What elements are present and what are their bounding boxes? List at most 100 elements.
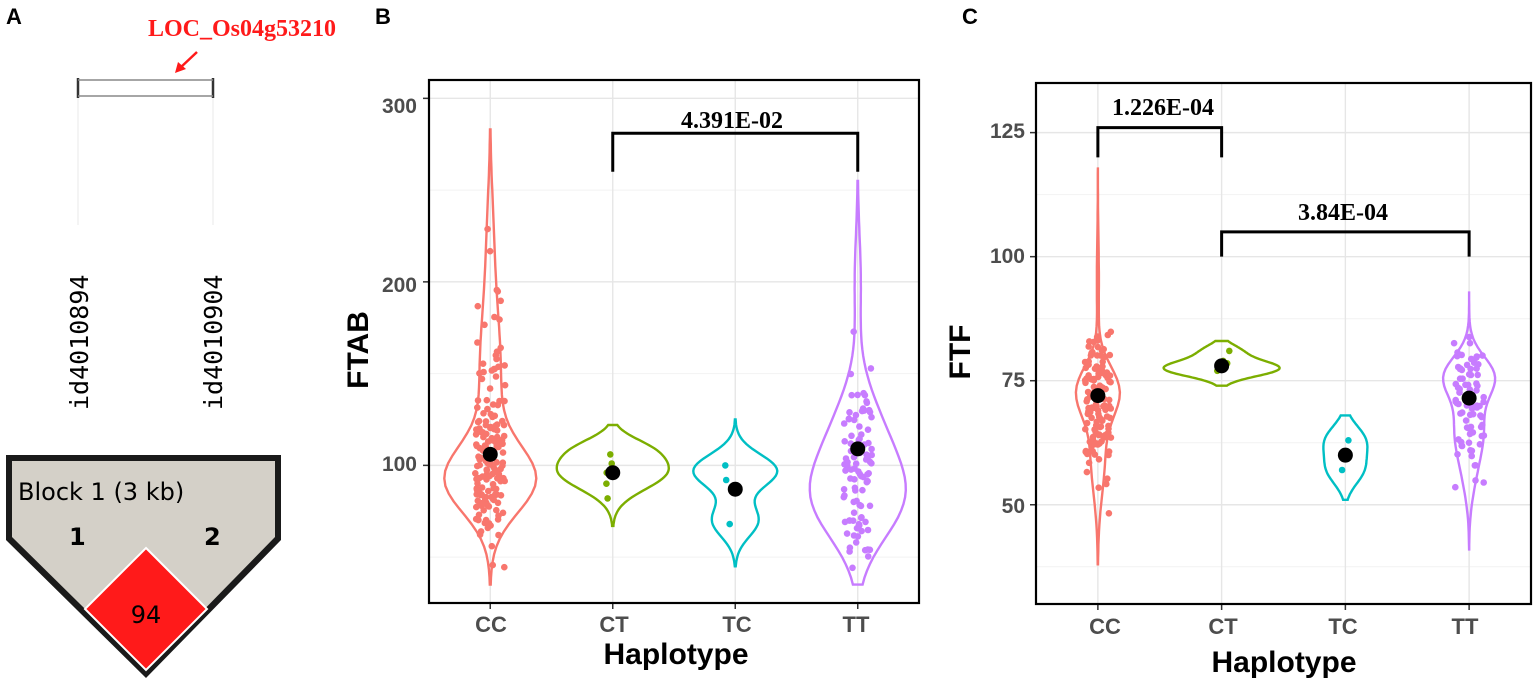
data-point-cc bbox=[484, 524, 492, 532]
data-point-cc bbox=[474, 302, 482, 310]
data-point-tt bbox=[868, 413, 875, 421]
x-tick-c-tt: TT bbox=[1452, 614, 1479, 639]
data-point-tt bbox=[856, 423, 863, 430]
data-point-tt bbox=[1468, 452, 1475, 460]
y-tick-c-75: 75 bbox=[1002, 369, 1026, 392]
data-point-tc bbox=[1338, 466, 1346, 474]
data-point-cc bbox=[1106, 372, 1114, 379]
violin-tt bbox=[808, 179, 908, 586]
data-point-cc bbox=[477, 491, 484, 499]
plot-frame bbox=[1034, 81, 1533, 606]
data-point-cc bbox=[1093, 403, 1100, 410]
data-point-tt bbox=[852, 539, 860, 546]
mean-point-cc bbox=[482, 446, 498, 462]
data-point-tt bbox=[865, 406, 873, 414]
data-point-cc bbox=[1091, 365, 1099, 373]
data-point-ct bbox=[607, 451, 614, 458]
data-point-tt bbox=[847, 466, 855, 473]
data-point-tt bbox=[1452, 380, 1460, 388]
violin-outline-tt bbox=[1441, 291, 1497, 551]
data-point-tt bbox=[1480, 393, 1487, 401]
y-axis-title-c: FTF bbox=[944, 325, 977, 380]
data-point-cc bbox=[485, 487, 492, 495]
data-point-tt bbox=[858, 527, 865, 535]
significance-label-b-ct-tt: 4.391E-02 bbox=[681, 108, 783, 134]
data-point-tt bbox=[842, 467, 849, 474]
data-point-cc bbox=[497, 344, 505, 352]
data-point-tt bbox=[1480, 398, 1487, 406]
gene-label: LOC_Os04g53210 bbox=[148, 16, 336, 42]
data-point-tt bbox=[849, 564, 856, 572]
data-point-cc bbox=[1105, 425, 1112, 433]
data-point-cc bbox=[1095, 484, 1102, 492]
violin-cc bbox=[1074, 167, 1122, 566]
data-point-cc bbox=[483, 476, 490, 483]
data-point-cc bbox=[1103, 430, 1111, 438]
data-point-cc bbox=[476, 531, 484, 538]
data-point-tt bbox=[859, 405, 867, 412]
data-point-cc bbox=[473, 486, 481, 494]
data-point-cc bbox=[491, 491, 499, 498]
data-point-cc bbox=[495, 531, 502, 539]
data-point-tt bbox=[1479, 352, 1486, 359]
data-point-cc bbox=[501, 362, 509, 369]
data-point-cc bbox=[474, 462, 481, 470]
data-point-cc bbox=[474, 418, 482, 426]
data-point-cc bbox=[479, 499, 486, 507]
y-tick-b-100: 100 bbox=[382, 453, 417, 476]
data-point-tt bbox=[1456, 375, 1464, 383]
violin-tc bbox=[692, 418, 779, 568]
data-point-cc bbox=[1093, 333, 1101, 341]
data-point-cc bbox=[492, 422, 499, 430]
plot-c bbox=[1030, 81, 1533, 610]
data-point-tt bbox=[1472, 462, 1479, 469]
data-point-cc bbox=[1085, 361, 1092, 369]
data-point-tt bbox=[1456, 389, 1463, 396]
data-point-cc bbox=[1085, 372, 1092, 379]
data-point-tt bbox=[868, 445, 875, 453]
violin-outline-cc bbox=[443, 128, 538, 586]
data-point-tc bbox=[1345, 437, 1352, 444]
x-tick-b-tt: TT bbox=[843, 612, 870, 637]
data-point-tt bbox=[1477, 412, 1484, 419]
gene-region-bar bbox=[76, 78, 215, 98]
ld-cell bbox=[83, 546, 209, 672]
data-point-cc bbox=[488, 367, 496, 374]
data-point-cc bbox=[1086, 338, 1093, 345]
data-point-cc bbox=[1085, 343, 1092, 350]
data-point-cc bbox=[1091, 451, 1099, 458]
data-point-cc bbox=[1096, 367, 1104, 375]
data-point-cc bbox=[1106, 351, 1114, 359]
data-point-cc bbox=[494, 475, 501, 482]
ld-block: Block 1 (3 kb) 1 2 94 bbox=[6, 455, 281, 678]
data-point-cc bbox=[484, 501, 491, 509]
block-title: Block 1 (3 kb) bbox=[18, 478, 184, 506]
violin-outline-tc bbox=[692, 418, 779, 568]
data-point-cc bbox=[1103, 480, 1110, 488]
data-point-tt bbox=[1452, 483, 1459, 491]
data-point-cc bbox=[500, 432, 508, 440]
data-point-tt bbox=[850, 416, 858, 424]
data-point-cc bbox=[496, 316, 503, 323]
plot-b bbox=[423, 78, 921, 609]
data-point-cc bbox=[1083, 419, 1091, 427]
data-point-cc bbox=[494, 516, 502, 523]
marker-number-2: 2 bbox=[204, 523, 221, 551]
data-point-cc bbox=[497, 297, 505, 305]
data-point-cc bbox=[479, 429, 487, 436]
data-point-tt bbox=[1458, 442, 1465, 450]
y-tick-b-200: 200 bbox=[382, 274, 417, 297]
data-point-tt bbox=[864, 426, 872, 434]
data-point-tt bbox=[1454, 349, 1461, 356]
data-point-tt bbox=[841, 518, 849, 526]
data-point-cc bbox=[1093, 352, 1101, 359]
data-point-cc bbox=[1106, 402, 1113, 410]
violin-cc bbox=[443, 128, 538, 586]
data-point-tt bbox=[841, 438, 848, 445]
data-point-cc bbox=[499, 449, 507, 456]
data-point-cc bbox=[501, 563, 508, 571]
significance-bracket-ct-tt bbox=[611, 131, 860, 172]
data-point-tt bbox=[864, 477, 871, 485]
data-point-cc bbox=[492, 373, 500, 380]
